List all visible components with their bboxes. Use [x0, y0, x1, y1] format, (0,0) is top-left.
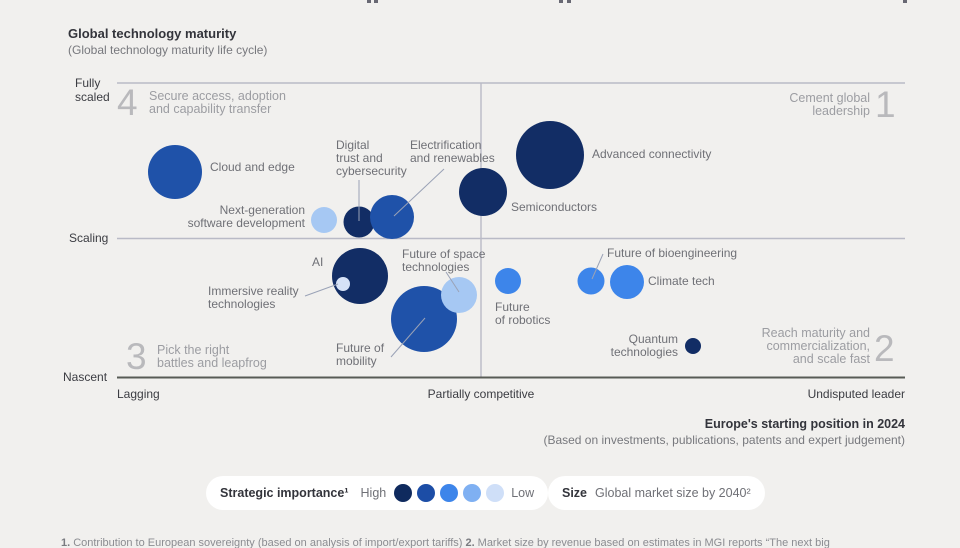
bubble-label-quantum-technologies: Quantum technologies	[610, 332, 678, 359]
legend-strategic-importance: Strategic importance¹ High Low	[206, 476, 549, 510]
bubble-digital-trust-cybersecurity	[343, 206, 375, 238]
quadrant-1-number: 1	[875, 84, 896, 125]
footnote-marker-2: 2.	[465, 537, 475, 548]
clipped-text-fragment	[567, 0, 571, 3]
footnote-marker-1: 1.	[61, 537, 71, 548]
y-tick-scaling: Scaling	[69, 231, 109, 245]
quadrant-1-label: Cement global leadership	[789, 91, 870, 119]
x-axis-subtitle: (Based on investments, publications, pat…	[543, 433, 905, 447]
legend-color-scale	[394, 484, 505, 502]
x-tick-lagging: Lagging	[117, 387, 160, 401]
bubble-label-future-of-mobility: Future of mobility	[336, 341, 385, 368]
leader-line-electrification-renewables	[393, 168, 445, 217]
bubble-label-immersive-reality: Immersive reality technologies	[208, 284, 299, 311]
leader-lines-layer	[304, 168, 604, 358]
legend-dot-3	[440, 484, 459, 502]
quadrant-2-number: 2	[874, 328, 895, 369]
quadrant-3-label: Pick the right battles and leapfrog	[157, 343, 267, 371]
footnote: 1. Contribution to European sovereignty (…	[61, 537, 833, 548]
clipped-text-fragment	[367, 0, 371, 3]
bubble-ai	[332, 248, 388, 304]
leader-line-immersive-reality	[304, 283, 339, 297]
bubble-next-gen-software	[311, 207, 337, 233]
legend-size-text: Global market size by 2040²	[595, 486, 751, 500]
bubble-label-next-gen-software: Next-generation software development	[187, 203, 305, 230]
bubble-label-digital-trust-cybersecurity: Digital trust and cybersecurity	[336, 138, 407, 178]
leader-line-future-of-bioengineering	[591, 253, 604, 280]
footnote-text-1: Contribution to European sovereignty (ba…	[73, 537, 463, 548]
clipped-text-fragment	[559, 0, 563, 3]
bubble-label-cloud-and-edge: Cloud and edge	[210, 160, 295, 174]
x-tick-undisputed-leader: Undisputed leader	[807, 387, 905, 401]
legend-low-label: Low	[511, 486, 535, 500]
leader-line-future-of-mobility	[390, 317, 426, 358]
bubble-label-future-of-bioengineering: Future of bioengineering	[607, 246, 738, 260]
chart-subtitle: (Global technology maturity life cycle)	[68, 43, 268, 57]
footnote-text-2: Market size by revenue based on estimate…	[477, 537, 830, 548]
clipped-text-fragment	[374, 0, 378, 3]
x-tick-partially-competitive: Partially competitive	[427, 387, 535, 401]
bubble-electrification-renewables	[370, 195, 414, 239]
x-axis-title: Europe's starting position in 2024	[704, 417, 905, 431]
bubble-label-ai: AI	[312, 255, 324, 269]
legend-dot-1	[394, 484, 413, 502]
bubble-label-future-of-robotics: Future of robotics	[495, 300, 551, 327]
legend-dot-4	[463, 484, 482, 502]
y-tick-fully-scaled: Fully scaled	[75, 76, 110, 104]
bubble-future-of-robotics	[495, 268, 521, 294]
legend-dot-2	[417, 484, 436, 502]
bubble-future-of-bioengineering	[577, 267, 605, 295]
quadrant-4-label: Secure access, adoption and capability t…	[149, 89, 286, 117]
quadrant-2-label: Reach maturity and commercialization, an…	[761, 326, 870, 367]
quadrant-4-number: 4	[117, 82, 138, 123]
leader-line-future-of-space	[445, 271, 460, 293]
bubble-future-of-space	[441, 277, 477, 313]
legend-size-label: Size	[562, 486, 588, 500]
quadrant-3-number: 3	[126, 336, 147, 377]
bubble-immersive-reality	[336, 277, 350, 291]
legend-strategic-label: Strategic importance¹	[220, 486, 349, 500]
bubble-label-climate-tech: Climate tech	[648, 274, 715, 288]
legend-size: Size Global market size by 2040²	[548, 476, 765, 510]
bubble-quantum-technologies	[685, 338, 701, 354]
clipped-text-fragment	[903, 0, 907, 3]
legend-high-label: High	[360, 486, 387, 500]
bubble-advanced-connectivity	[516, 121, 584, 189]
bubbles-layer	[148, 121, 701, 354]
bubble-label-future-of-space: Future of space technologies	[402, 247, 486, 274]
chart-title: Global technology maturity	[68, 26, 237, 41]
bubble-cloud-and-edge	[148, 145, 202, 199]
bubble-label-semiconductors: Semiconductors	[511, 200, 598, 214]
y-tick-nascent: Nascent	[63, 370, 108, 384]
legend-dot-5	[486, 484, 505, 502]
bubble-label-advanced-connectivity: Advanced connectivity	[592, 147, 712, 161]
bubble-label-electrification-renewables: Electrification and renewables	[410, 138, 495, 165]
bubble-climate-tech	[610, 265, 644, 299]
bubble-semiconductors	[459, 168, 507, 216]
